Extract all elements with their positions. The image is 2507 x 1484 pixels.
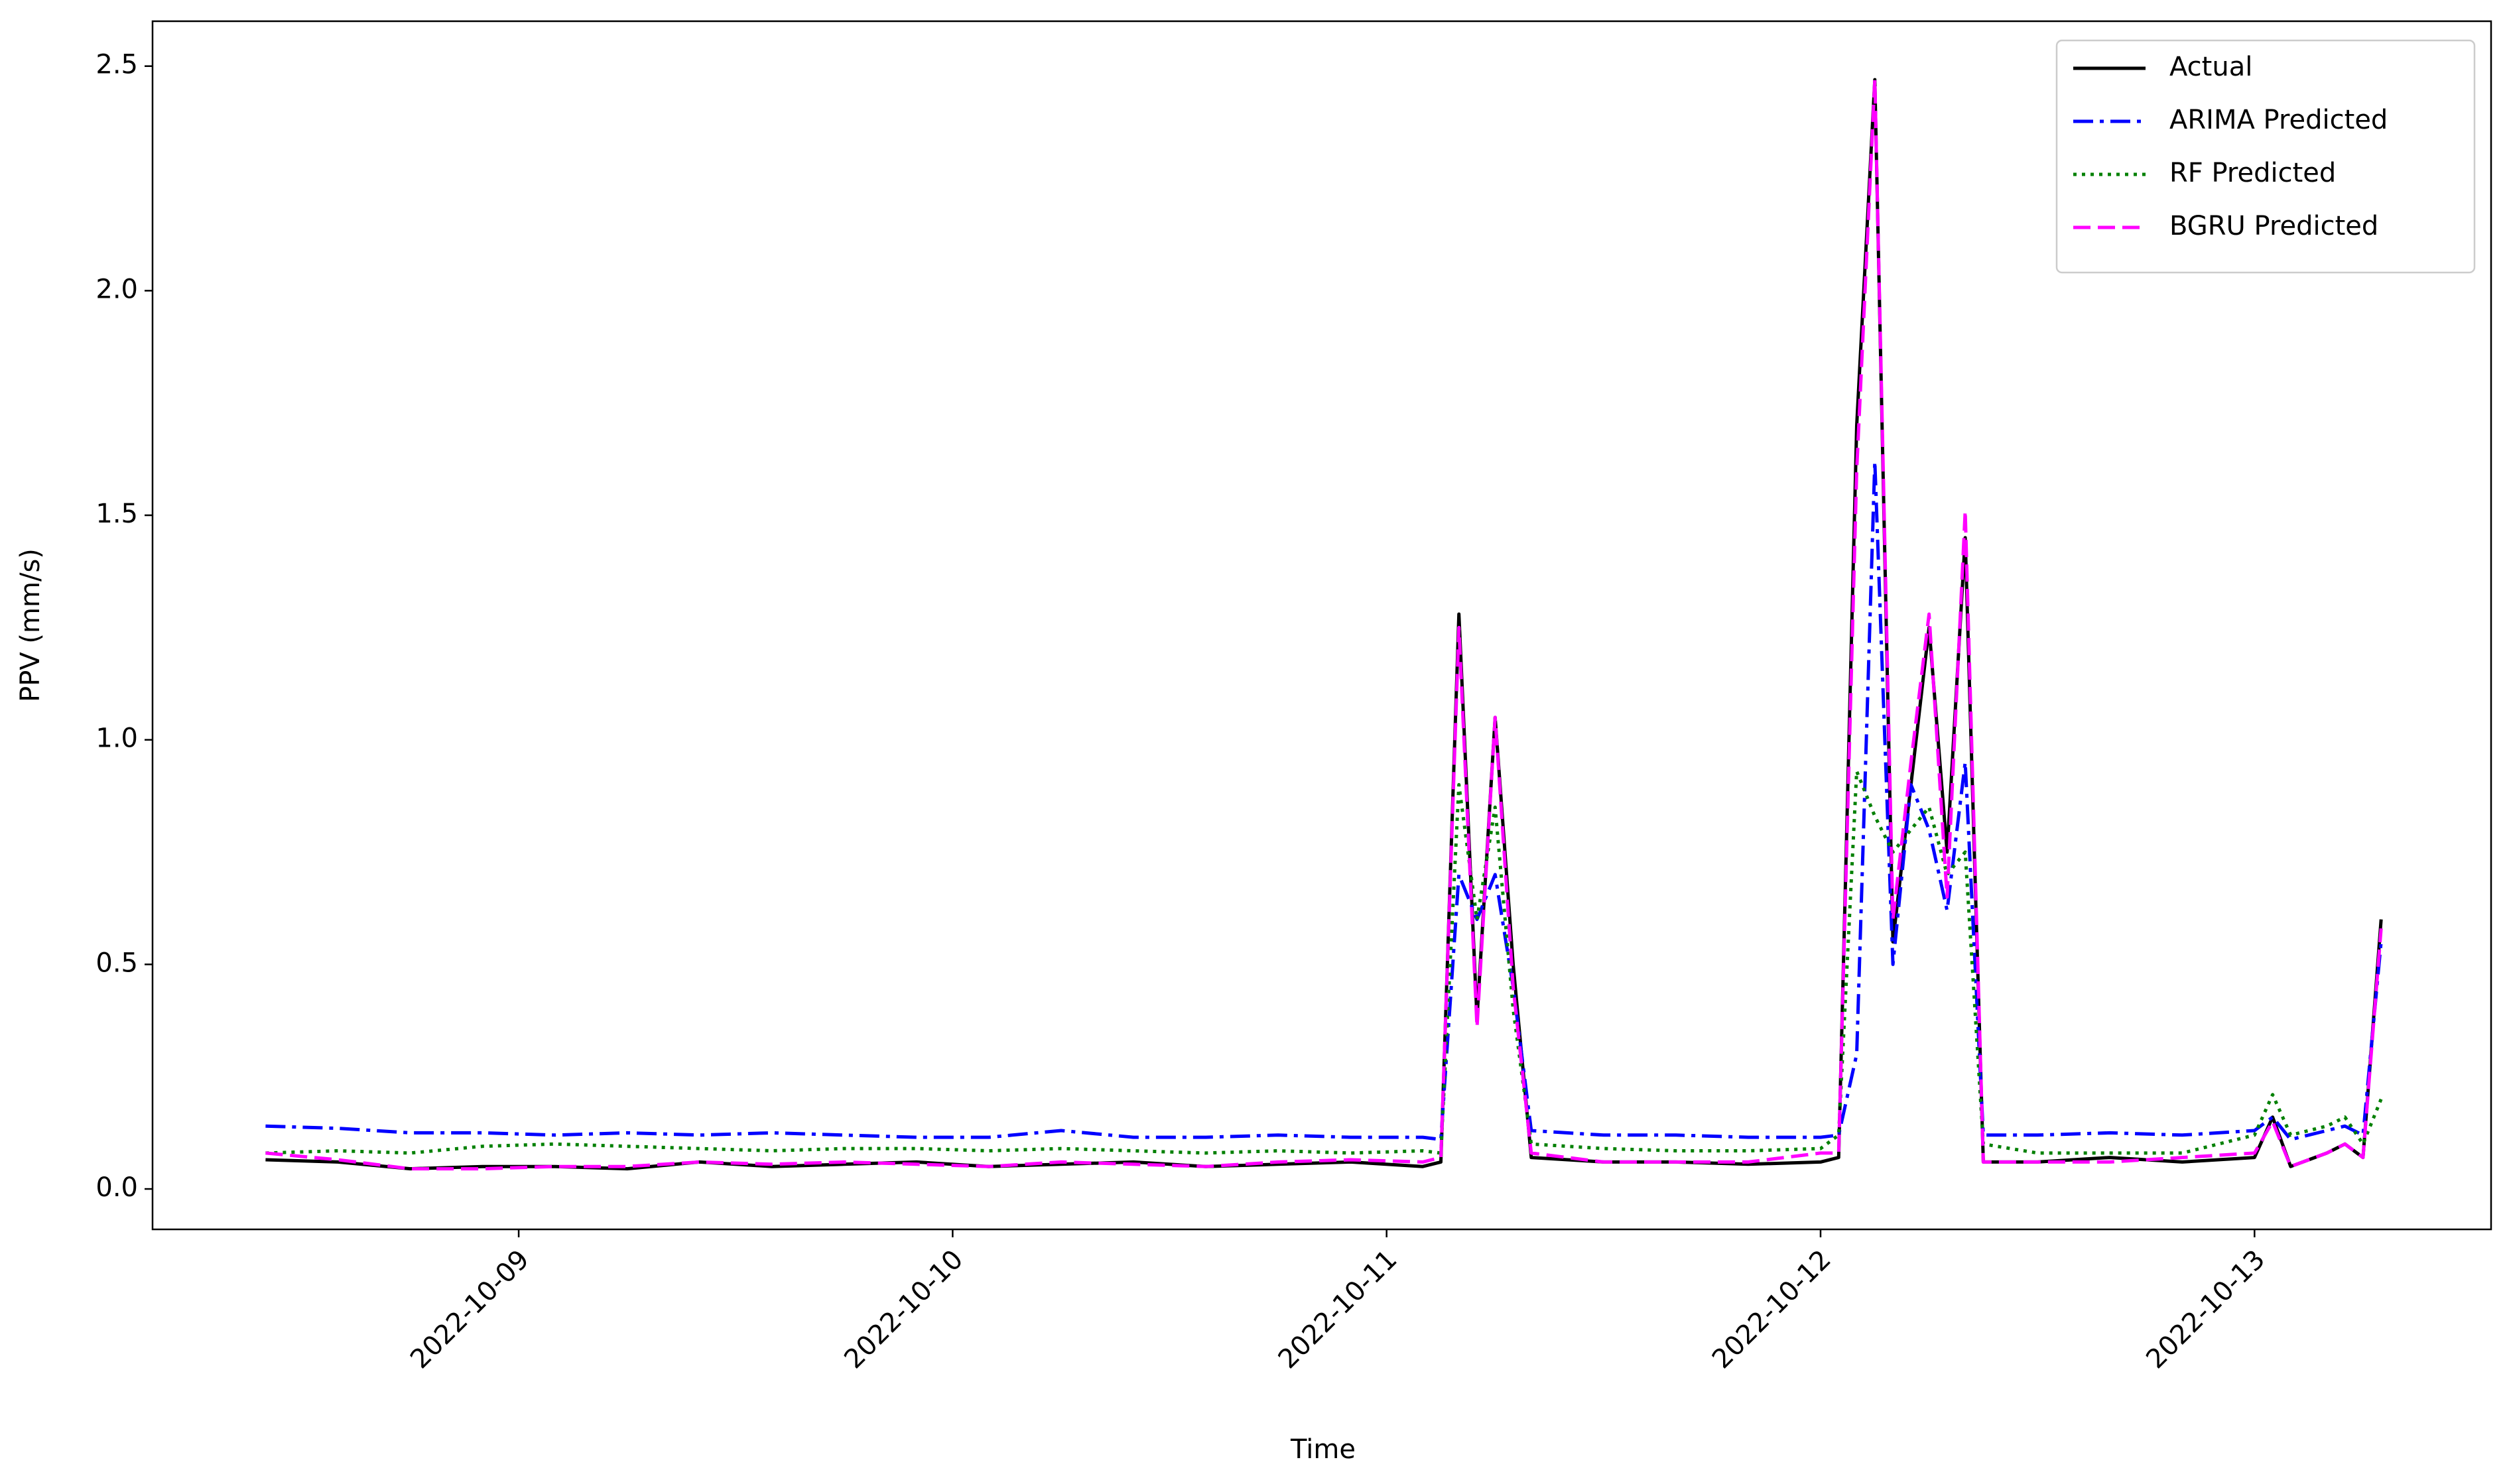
y-tick-label: 0.5 xyxy=(96,948,138,978)
series-line xyxy=(265,460,2383,1141)
series-line xyxy=(265,769,2383,1155)
y-tick-label: 1.5 xyxy=(96,499,138,529)
y-tick-label: 2.0 xyxy=(96,274,138,304)
y-tick-label: 1.0 xyxy=(96,723,138,754)
legend-label: RF Predicted xyxy=(2169,158,2336,188)
y-tick-label: 2.5 xyxy=(96,50,138,80)
legend-box xyxy=(2055,39,2476,274)
legend-label: ARIMA Predicted xyxy=(2169,105,2388,135)
x-axis-label: Time xyxy=(1290,1434,1356,1465)
legend-label: BGRU Predicted xyxy=(2169,211,2378,241)
legend-label: Actual xyxy=(2169,52,2252,82)
y-tick-label: 0.0 xyxy=(96,1172,138,1203)
plot-frame xyxy=(151,20,2492,1231)
series-line xyxy=(265,78,2383,1171)
y-axis-label: PPV (mm/s) xyxy=(15,548,46,702)
